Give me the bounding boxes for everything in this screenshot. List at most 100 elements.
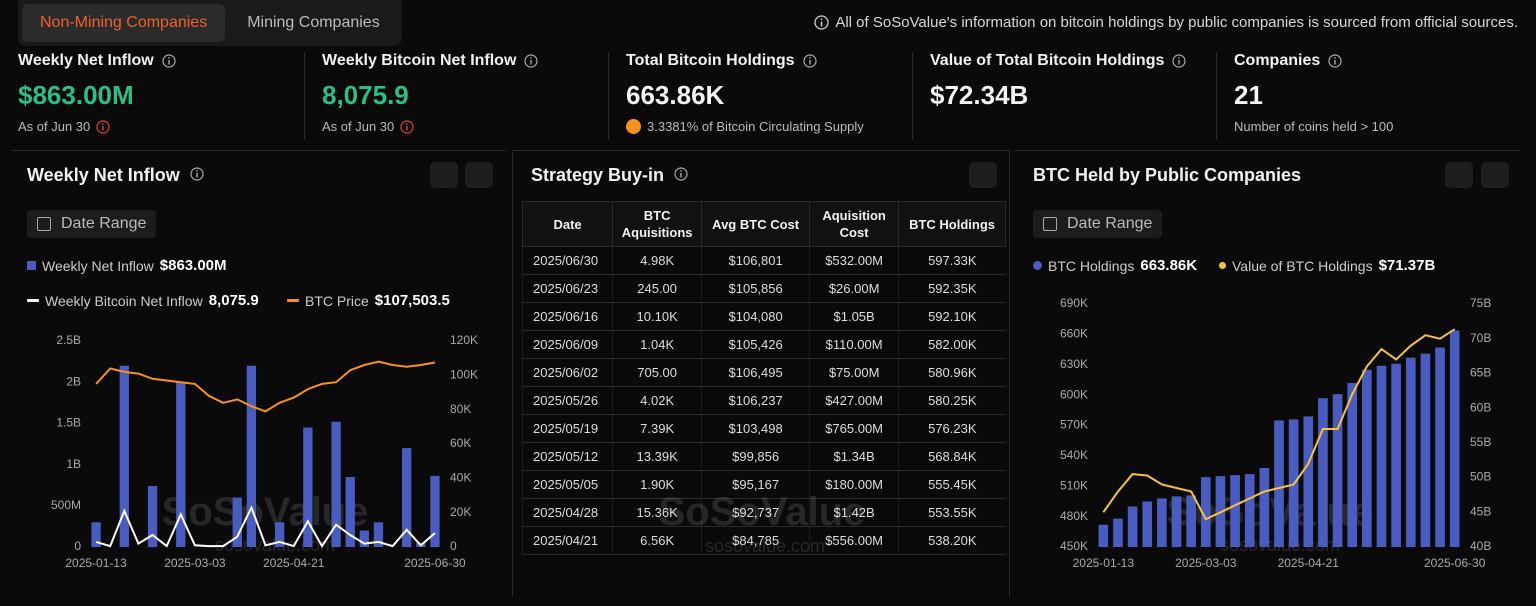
legend-value: $863.00M xyxy=(159,257,227,274)
legend-item: Weekly Bitcoin Net Inflow 8,075.9 xyxy=(27,292,259,309)
fullscreen-button[interactable] xyxy=(1445,162,1473,188)
date-range-text: Date Range xyxy=(61,215,147,232)
stat-card: Total Bitcoin Holdings 663.86K 3.3381% of … xyxy=(626,52,916,140)
table-cell: 2025/06/16 xyxy=(522,302,613,331)
icon-ring xyxy=(400,119,414,134)
stat-label: Total Bitcoin Holdings xyxy=(626,52,916,70)
share-button[interactable] xyxy=(1481,162,1509,188)
table-cell: $75.00M xyxy=(809,358,899,387)
table-cell: $84,785 xyxy=(701,526,810,555)
stat-label-text: Value of Total Bitcoin Holdings xyxy=(930,52,1165,69)
info-icon xyxy=(96,119,110,134)
date-range[interactable]: Date Range xyxy=(1033,210,1163,238)
table-cell: 580.96K xyxy=(898,358,1006,387)
table-cell: $1.42B xyxy=(809,498,899,527)
info xyxy=(190,165,204,186)
table-row: 2025/06/02 705.00 $106,495 $75.00M 580.96K xyxy=(522,358,1006,387)
legend-marker xyxy=(27,261,36,270)
stat-value: 663.86K xyxy=(626,80,725,110)
title-text: BTC Held by Public Companies xyxy=(1033,165,1302,185)
stat-label-text: Total Bitcoin Holdings xyxy=(626,52,795,69)
holdings-panel: BTC Held by Public Companies Date Range xyxy=(1015,150,1520,597)
fullscreen-button[interactable] xyxy=(430,162,458,188)
icon-bar xyxy=(680,173,682,178)
panel-title: BTC Held by Public Companies xyxy=(1033,165,1301,186)
table-cell: $106,237 xyxy=(701,386,810,415)
legend-name: Weekly Bitcoin Net Inflow xyxy=(45,292,203,309)
stat-note-text: As of Jun 30 xyxy=(322,119,395,134)
stat-label-text: Weekly Net Inflow xyxy=(18,52,154,69)
table-cell: $105,856 xyxy=(701,274,810,303)
stat-note-text: 3.3381% of Bitcoin Circulating Supply xyxy=(647,119,864,134)
tab[interactable]: Mining Companies xyxy=(247,14,380,31)
table-cell: 2025/04/28 xyxy=(522,498,613,527)
icon-bar xyxy=(1334,60,1336,65)
table-cell: $1.05B xyxy=(809,302,899,331)
info-icon xyxy=(802,54,817,68)
table-cell: 10.10K xyxy=(612,302,702,331)
legend-name: BTC Price xyxy=(305,292,369,309)
header-row: Date BTC Aquisitions Avg BTC Cost Aquisitio… xyxy=(522,201,1006,247)
icon-bar xyxy=(196,173,198,178)
legend-marker xyxy=(287,299,299,302)
icon-bar xyxy=(406,125,408,130)
date-range-text: Date Range xyxy=(1067,215,1153,232)
table-cell: $532.00M xyxy=(809,246,899,275)
legend-marker xyxy=(1033,261,1042,270)
table-cell: 2025/05/19 xyxy=(522,414,613,443)
table-cell: 6.56K xyxy=(612,526,702,555)
stat-label: Weekly Net Inflow xyxy=(18,52,308,70)
column-header: BTC Holdings xyxy=(898,201,1006,247)
icon-bar xyxy=(808,60,811,65)
icon-dot xyxy=(168,57,170,59)
legend-marker xyxy=(27,299,39,302)
icon-dot xyxy=(102,122,104,125)
table-cell: $106,801 xyxy=(701,246,810,275)
download-button[interactable] xyxy=(969,162,997,188)
legend-name: BTC Holdings xyxy=(1048,257,1135,274)
legend-item: BTC Price $107,503.5 xyxy=(287,292,450,309)
table-cell: $104,080 xyxy=(701,302,810,331)
table-cell: 592.10K xyxy=(898,302,1006,331)
table-cell: 580.25K xyxy=(898,386,1006,415)
table-cell: $95,167 xyxy=(701,470,810,499)
stat-value: $863.00M xyxy=(18,80,134,110)
info xyxy=(674,165,688,186)
table-cell: 582.00K xyxy=(898,330,1006,359)
table-cell: 1.90K xyxy=(612,470,702,499)
table-cell: 538.20K xyxy=(898,526,1006,555)
icon-dot xyxy=(680,170,682,172)
title-text: Weekly Net Inflow xyxy=(27,165,180,185)
table-cell: 553.55K xyxy=(898,498,1006,527)
table-cell: 705.00 xyxy=(612,358,702,387)
date-range[interactable]: Date Range xyxy=(27,210,157,238)
tab-bar: Non-Mining Companies Mining Companies xyxy=(18,0,402,46)
share-button[interactable] xyxy=(465,162,493,188)
stat-card: Weekly Bitcoin Net Inflow 8,075.9 As of Ju… xyxy=(322,52,612,140)
table-row: 2025/04/21 6.56K $84,785 $556.00M 538.20K xyxy=(522,526,1006,555)
stat-value: $72.34B xyxy=(930,80,1029,110)
table-cell: $106,495 xyxy=(701,358,810,387)
table-row: 2025/06/30 4.98K $106,801 $532.00M 597.33K xyxy=(522,246,1006,275)
icon-ring xyxy=(162,54,176,68)
stat-note: Number of coins held > 100 xyxy=(1234,119,1524,134)
icon-bar xyxy=(1178,60,1181,65)
notice-text: All of SoSoValue's information on bitcoi… xyxy=(835,14,1518,31)
table-cell: 2025/05/26 xyxy=(522,386,613,415)
table-cell: 2025/05/12 xyxy=(522,442,613,471)
stat-value: 8,075.9 xyxy=(322,80,409,110)
stat-note-text: Number of coins held > 100 xyxy=(1234,119,1394,134)
icon-dot xyxy=(196,170,198,172)
column-header: Aquisition Cost xyxy=(809,201,900,247)
stat-label: Weekly Bitcoin Net Inflow xyxy=(322,52,612,70)
table-row: 2025/05/05 1.90K $95,167 $180.00M 555.45K xyxy=(522,470,1006,499)
tab[interactable]: Non-Mining Companies xyxy=(22,4,226,42)
table-cell: $765.00M xyxy=(809,414,899,443)
table-cell: 2025/05/05 xyxy=(522,470,613,499)
table-cell: 4.98K xyxy=(612,246,702,275)
inflow-panel: Weekly Net Inflow Date Range xyxy=(12,150,506,597)
stat-note: 3.3381% of Bitcoin Circulating Supply xyxy=(626,119,916,134)
table-cell: $180.00M xyxy=(809,470,899,499)
divider xyxy=(304,52,305,140)
